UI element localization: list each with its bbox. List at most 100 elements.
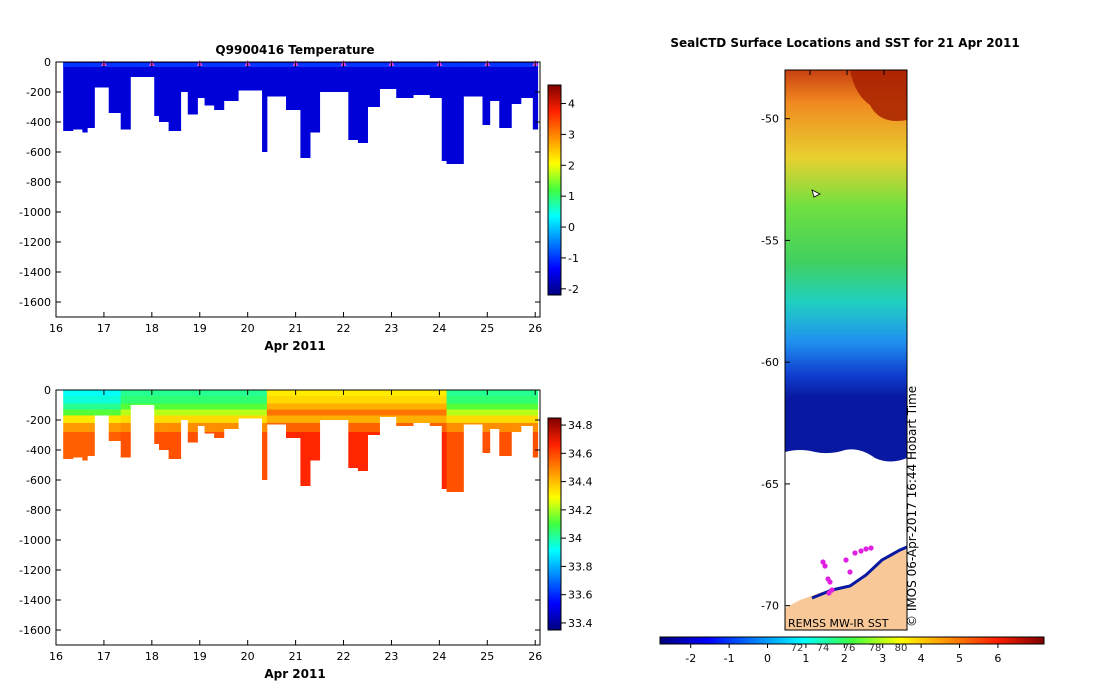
salinity-profile-cell: [489, 423, 500, 429]
salinity-profile-cell: [463, 390, 483, 396]
x-tick-label: 24: [432, 322, 446, 335]
salinity-profile-cell: [429, 390, 443, 396]
salinity-profile-cell: [223, 423, 239, 429]
salinity-profile-cell: [262, 396, 268, 404]
salinity-profile-cell: [197, 415, 206, 423]
temperature-surface-cell: [130, 63, 155, 67]
temperature-surface-cell: [223, 63, 239, 67]
salinity-profile-cell: [214, 423, 225, 432]
sst-colorbar-tick-label: 5: [956, 652, 963, 665]
salinity-profile-cell: [300, 409, 311, 416]
colorbar-tick-label: 33.4: [568, 617, 593, 630]
temperature-profile-cell: [286, 62, 301, 110]
salinity-profile-cell: [262, 409, 268, 416]
salinity-profile-cell: [223, 396, 239, 404]
salinity-profile-cell: [266, 390, 287, 396]
x-tick-label: 16: [49, 322, 63, 335]
temperature-surface-cell: [154, 63, 160, 67]
salinity-profile-cell: [520, 423, 534, 426]
salinity-profile-cell: [532, 403, 539, 410]
salinity-profile-cell: [159, 409, 170, 416]
salinity-profile-cell: [413, 403, 431, 410]
salinity-profile-cell: [532, 409, 539, 416]
temperature-profile-cell: [413, 62, 431, 95]
temperature-surface-cell: [63, 63, 74, 67]
salinity-profile-cell: [482, 396, 491, 404]
sst-colorbar-tick-label: 2: [841, 652, 848, 665]
sst-field: [785, 70, 907, 470]
salinity-profile-cell: [446, 403, 464, 410]
y-tick-label: -1000: [19, 534, 51, 547]
salinity-profile-cell: [300, 423, 311, 432]
salinity-profile-cell: [130, 390, 155, 396]
salinity-profile-cell: [262, 390, 268, 396]
salinity-profile-cell: [482, 423, 491, 432]
salinity-profile-cell: [379, 403, 397, 410]
temperature-surface-cell: [367, 63, 380, 67]
salinity-profile-cell: [413, 390, 431, 396]
salinity-profile-cell: [367, 403, 380, 410]
temperature-colorbar: [547, 84, 562, 296]
salinity-profile-cell: [379, 415, 397, 417]
salinity-profiles: [63, 390, 539, 492]
salinity-profile-cell: [499, 432, 512, 456]
salinity-profile-cell: [396, 423, 414, 426]
salinity-profile-cell: [72, 415, 83, 423]
salinity-profile-cell: [396, 403, 414, 410]
temperature-surface-cell: [266, 63, 287, 67]
x-tick-label: 16: [49, 650, 63, 663]
salinity-profile-cell: [180, 415, 189, 420]
salinity-profile-cell: [379, 390, 397, 396]
temperature-surface-cell: [489, 63, 500, 67]
salinity-profile-cell: [168, 390, 182, 396]
salinity-profile-cell: [187, 403, 198, 410]
temperature-profile-cell: [532, 62, 539, 130]
x-tick-label: 22: [337, 650, 351, 663]
salinity-profile-cell: [348, 415, 359, 423]
temperature-panel: Q9900416 Temperature 16 17 18 19 20 21 22 23 24 2…: [19, 43, 579, 353]
seal-location: [822, 563, 828, 569]
temperature-profile-cell: [262, 62, 268, 152]
antarctica-land: [785, 548, 907, 630]
salinity-plot-frame: [55, 389, 541, 646]
sst-map-axes: -50 -55 -60 -65 -70: [761, 70, 885, 613]
salinity-profile-cell: [532, 415, 539, 423]
x-tick-label: 19: [193, 322, 207, 335]
temperature-surface-cell: [262, 63, 268, 67]
salinity-profile-cell: [108, 423, 122, 432]
temperature-surface-cell: [441, 63, 448, 67]
salinity-profile-cell: [357, 432, 368, 471]
temperature-surface-cell: [108, 63, 122, 67]
salinity-profile-cell: [511, 415, 522, 423]
salinity-profile-cell: [168, 415, 182, 423]
salinity-profile-cell: [82, 396, 88, 404]
salinity-profile-cell: [520, 390, 534, 396]
salinity-profile-cell: [499, 396, 512, 404]
salinity-profile-cell: [489, 390, 500, 396]
salinity-profile-cell: [159, 390, 170, 396]
salinity-profile-cell: [413, 396, 431, 404]
sst-source-label: REMSS MW-IR SST: [788, 617, 889, 630]
salinity-profile-cell: [367, 432, 380, 435]
salinity-profile-cell: [511, 423, 522, 432]
salinity-profile-cell: [204, 423, 215, 432]
salinity-profile-cell: [348, 390, 359, 396]
salinity-profile-cell: [532, 396, 539, 404]
salinity-profile-cell: [238, 415, 263, 419]
salinity-profile-cell: [357, 409, 368, 416]
salinity-profile-cell: [499, 415, 512, 423]
salinity-profile-cell: [262, 423, 268, 432]
temperature-profile-cell: [159, 62, 170, 122]
salinity-profile-cell: [300, 403, 311, 410]
temperature-profile-cell: [441, 62, 448, 161]
temperature-profile-cell: [367, 62, 380, 107]
temperature-profile-cell: [429, 62, 443, 98]
salinity-profile-cell: [482, 390, 491, 396]
temperature-plot-frame: [55, 61, 541, 318]
salinity-profile-cell: [130, 403, 155, 405]
colorbar-tick-label: 34.8: [568, 419, 593, 432]
salinity-profile-cell: [446, 396, 464, 404]
temperature-surface-cell: [379, 63, 397, 67]
seal-track-locations: [820, 545, 874, 596]
sst-colorbar-ticks: -2 -1 0 1 2 3 4 5 6 72 74 76 78 80: [685, 643, 1001, 665]
